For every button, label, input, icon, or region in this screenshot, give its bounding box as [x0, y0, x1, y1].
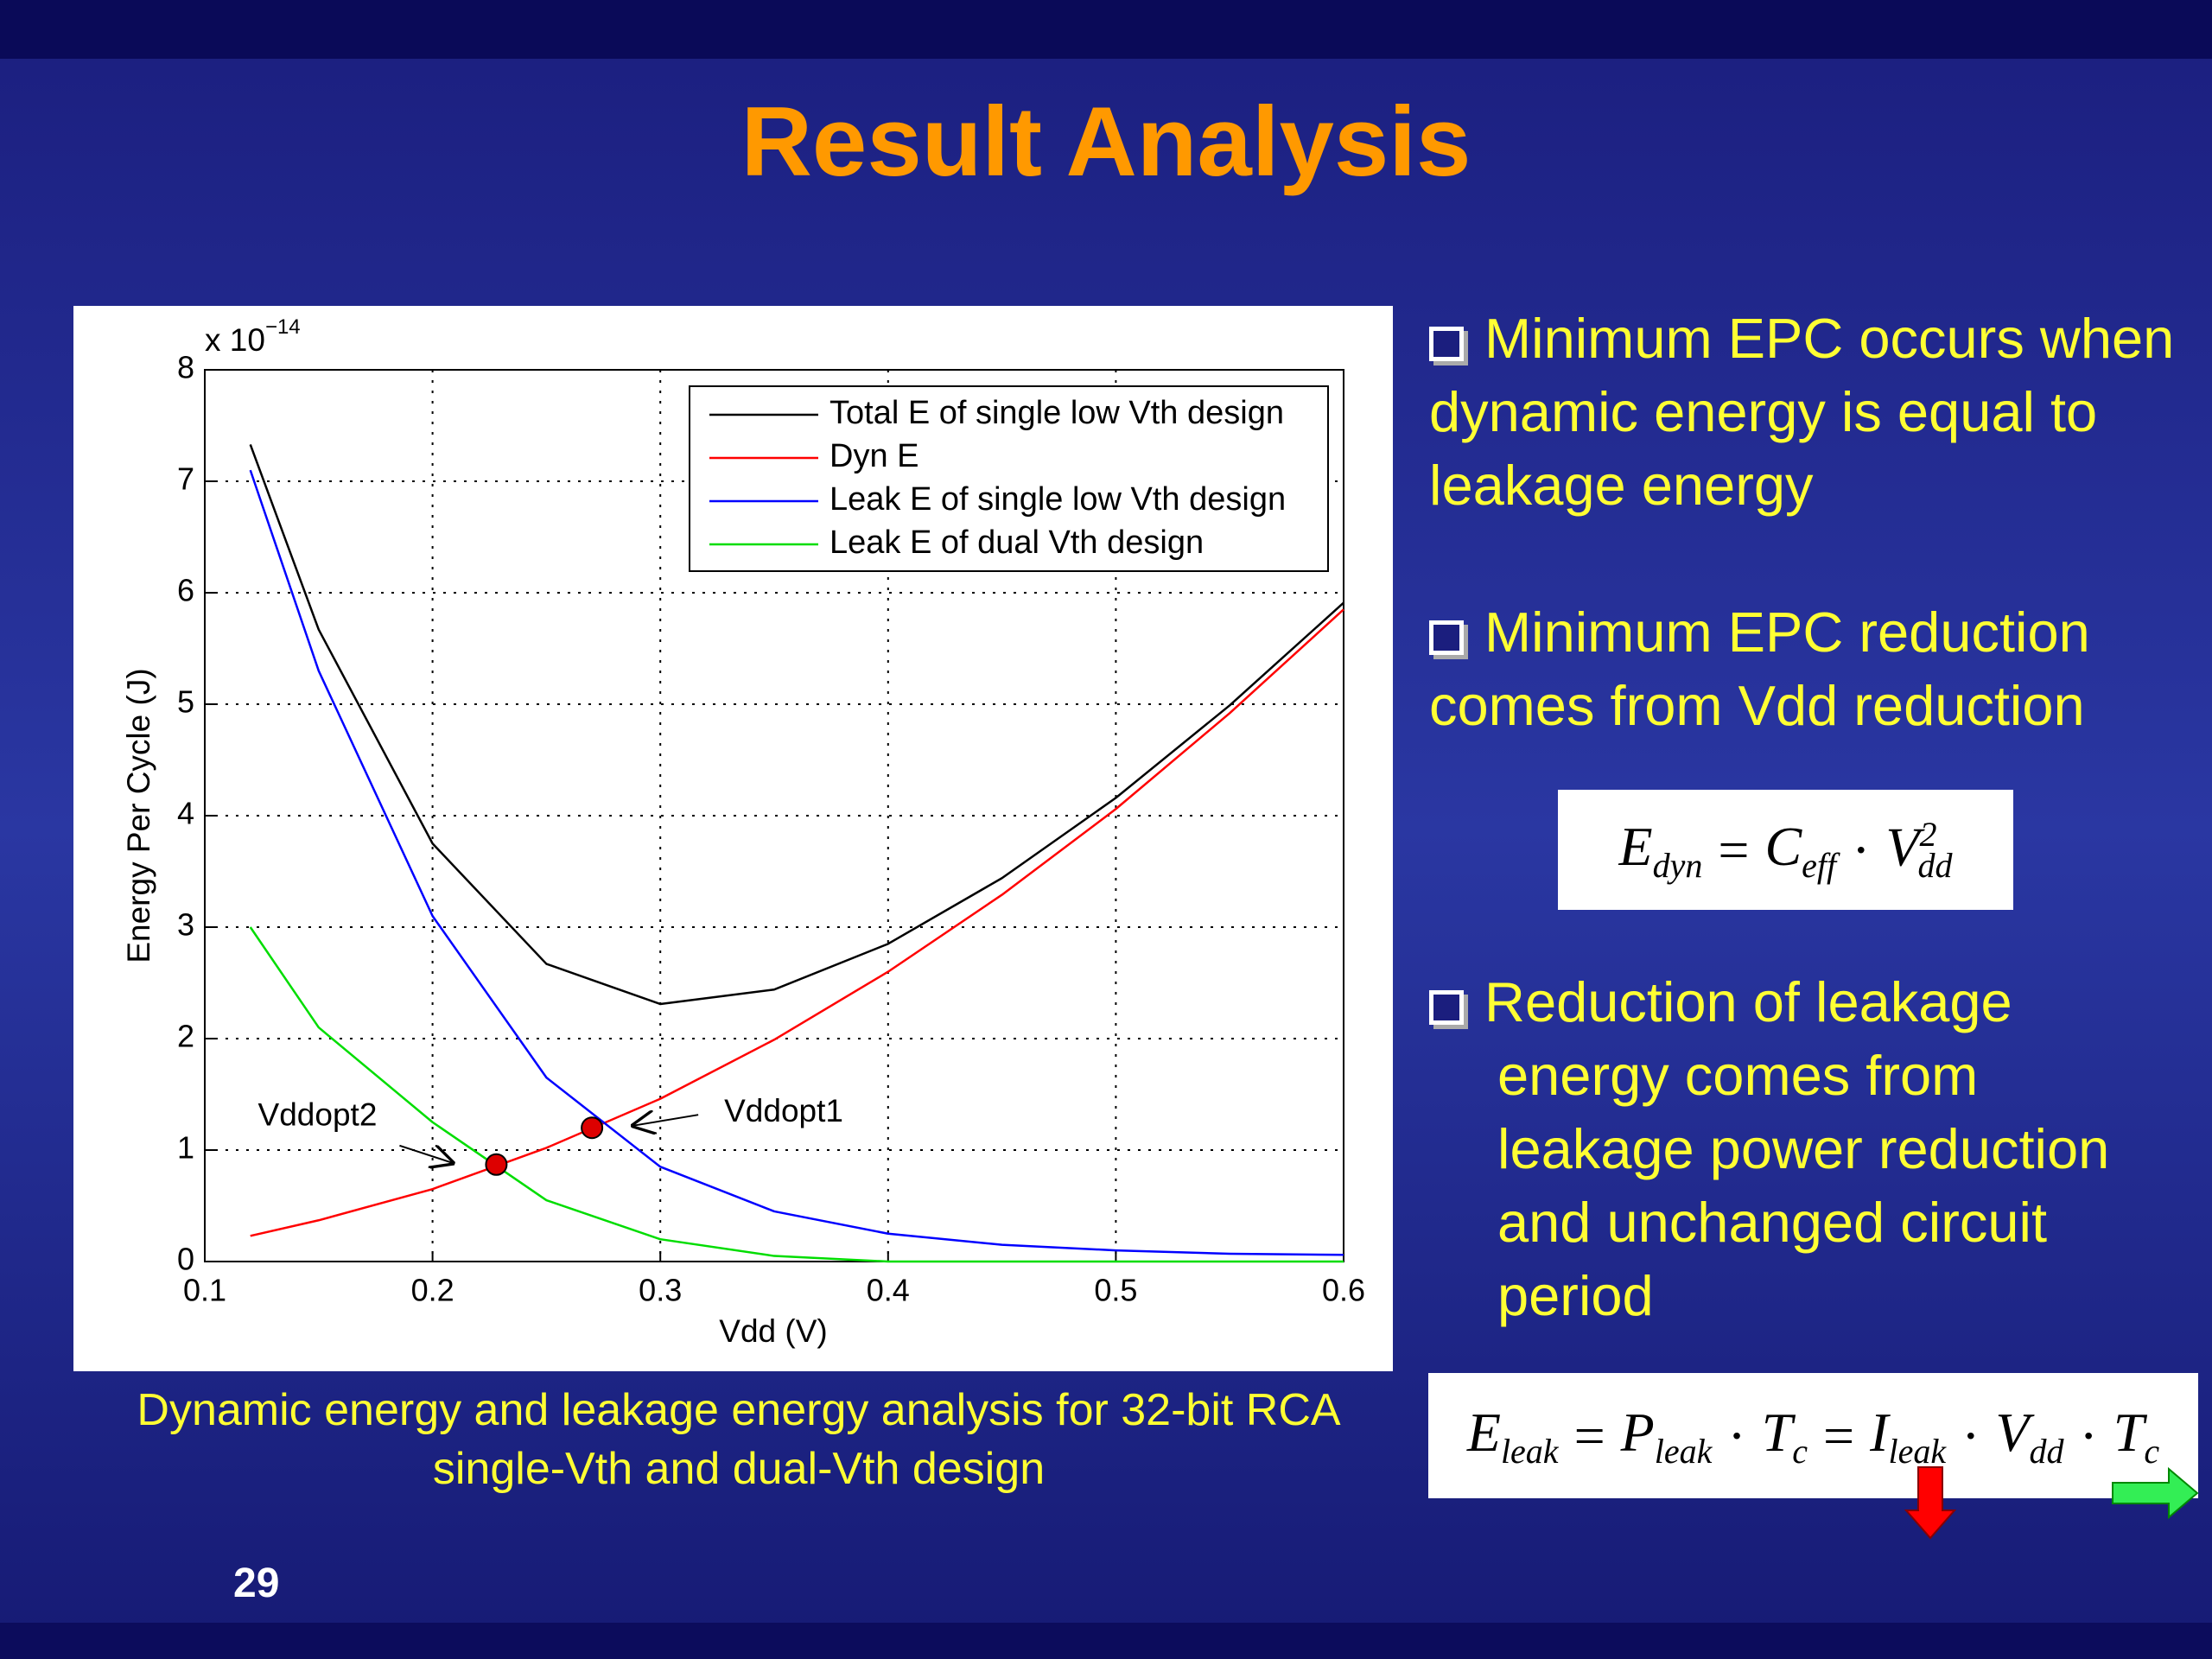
- formula-symbol: =: [1823, 1404, 1855, 1466]
- bullet-text: Minimum EPC reduction comes from Vdd red…: [1429, 601, 2090, 737]
- formula: Edyn = Ceff · V2dd: [1558, 790, 2013, 910]
- formula-term: Pleak: [1621, 1401, 1713, 1471]
- y-tick-label: 6: [177, 573, 194, 608]
- x-axis-label: Vdd (V): [719, 1313, 827, 1349]
- formula-term: Tc: [2113, 1401, 2159, 1471]
- series-line: [249, 469, 1344, 1256]
- y-tick-label: 4: [177, 796, 194, 831]
- down-arrow: [1904, 1466, 1957, 1540]
- y-multiplier: x 10−14: [205, 315, 301, 357]
- formula-symbol: ·: [1727, 1404, 1746, 1466]
- formula-symbol: T: [1761, 1401, 1793, 1463]
- formula-symbol: E: [1618, 815, 1653, 877]
- y-tick-label: 8: [177, 350, 194, 385]
- annotation-label: Vddopt1: [724, 1093, 843, 1128]
- formula-term: Vdd: [1995, 1401, 2063, 1471]
- top-band: [0, 0, 2212, 59]
- formula-sub: leak: [1500, 1431, 1559, 1471]
- bullet: Minimum EPC reduction comes from Vdd red…: [1429, 595, 2190, 742]
- slide-title: Result Analysis: [741, 87, 1471, 197]
- formula-symbol: P: [1620, 1401, 1655, 1463]
- annotation-label: Vddopt2: [258, 1097, 378, 1133]
- formula-symbol: V: [1885, 816, 1920, 878]
- annotation-arrow: [631, 1115, 699, 1126]
- legend-label: Dyn E: [830, 438, 918, 474]
- bullet-box: [1429, 620, 1464, 655]
- formula-sub: dd: [2029, 1431, 2064, 1471]
- legend-label: Leak E of dual Vth design: [830, 524, 1204, 561]
- formula-sub: eff: [1802, 845, 1837, 885]
- y-tick-label: 2: [177, 1019, 194, 1054]
- formula-term: V2dd: [1885, 814, 1952, 886]
- y-axis-label: Energy Per Cycle (J): [121, 668, 156, 963]
- x-tick-label: 0.5: [1094, 1273, 1137, 1308]
- formula-term: =: [1574, 1404, 1605, 1468]
- x-tick-label: 0.1: [183, 1273, 226, 1308]
- formula-symbol: T: [2113, 1401, 2145, 1463]
- right-arrow: [2112, 1466, 2199, 1520]
- legend-label: Leak E of single low Vth design: [830, 481, 1286, 518]
- annotation-point: [485, 1153, 508, 1176]
- formula-symbol: =: [1573, 1404, 1605, 1466]
- formula-term: Ceff: [1764, 815, 1836, 886]
- formula-symbol: ·: [1852, 818, 1871, 880]
- series-line: [250, 608, 1344, 1237]
- y-multiplier-base: x 10: [205, 322, 265, 358]
- x-tick-label: 0.3: [639, 1273, 682, 1308]
- formula-symbol: ·: [1961, 1404, 1980, 1466]
- bullet-text: Reduction of leakage energy comes from l…: [1484, 970, 2110, 1327]
- bottom-band: [0, 1623, 2212, 1659]
- bullet: Minimum EPC occurs when dynamic energy i…: [1429, 302, 2190, 522]
- annotation-arrow: [399, 1146, 454, 1164]
- formula-sub: leak: [1888, 1431, 1947, 1471]
- formula-sub: dyn: [1652, 845, 1703, 885]
- y-tick-label: 0: [177, 1242, 194, 1277]
- formula-term: ·: [1852, 818, 1870, 882]
- formula-term: Ileak: [1870, 1401, 1946, 1471]
- formula-sub: c: [1792, 1431, 1808, 1471]
- bullet-box: [1429, 990, 1464, 1025]
- page-number: 29: [233, 1560, 280, 1606]
- series-line: [249, 443, 1344, 1006]
- legend-box: [689, 385, 1329, 572]
- formula-term: Eleak: [1467, 1401, 1559, 1471]
- formula-symbol: =: [1718, 818, 1750, 880]
- formula: Eleak = Pleak · Tc = Ileak · Vdd · Tc: [1428, 1373, 2198, 1498]
- bullet-text: Minimum EPC occurs when dynamic energy i…: [1429, 307, 2175, 517]
- formula-sup: 2: [1919, 814, 1937, 854]
- x-tick-label: 0.6: [1322, 1273, 1365, 1308]
- x-tick-label: 0.2: [411, 1273, 454, 1308]
- formula-term: ·: [1961, 1404, 1980, 1468]
- formula-symbol: E: [1466, 1401, 1501, 1463]
- caption: Dynamic energy and leakage energy analys…: [137, 1385, 1341, 1494]
- formula-symbol: V: [1995, 1401, 2030, 1463]
- formula-term: Edyn: [1618, 815, 1702, 886]
- formula-sub: leak: [1654, 1431, 1713, 1471]
- formula-symbol: I: [1870, 1401, 1889, 1463]
- series-line: [249, 926, 1344, 1263]
- x-tick-label: 0.4: [867, 1273, 910, 1308]
- legend-label: Total E of single low Vth design: [830, 395, 1284, 431]
- y-tick-label: 1: [177, 1130, 194, 1166]
- formula-symbol: C: [1764, 815, 1802, 877]
- annotation-point: [581, 1116, 604, 1140]
- y-tick-label: 5: [177, 684, 194, 720]
- y-tick-label: 3: [177, 907, 194, 943]
- formula-term: ·: [1727, 1404, 1745, 1468]
- formula-sub: dd: [1917, 846, 1953, 886]
- formula-term: =: [1718, 818, 1749, 882]
- y-multiplier-exp: −14: [265, 315, 301, 339]
- formula-term: ·: [2079, 1404, 2097, 1468]
- formula-term: Tc: [1762, 1401, 1808, 1471]
- bullet-box: [1429, 327, 1464, 361]
- formula-term: =: [1823, 1404, 1854, 1468]
- formula-symbol: ·: [2079, 1404, 2098, 1466]
- bullet: Reduction of leakage energy comes from l…: [1429, 965, 2190, 1332]
- formula-sub: c: [2144, 1431, 2160, 1471]
- y-tick-label: 7: [177, 461, 194, 497]
